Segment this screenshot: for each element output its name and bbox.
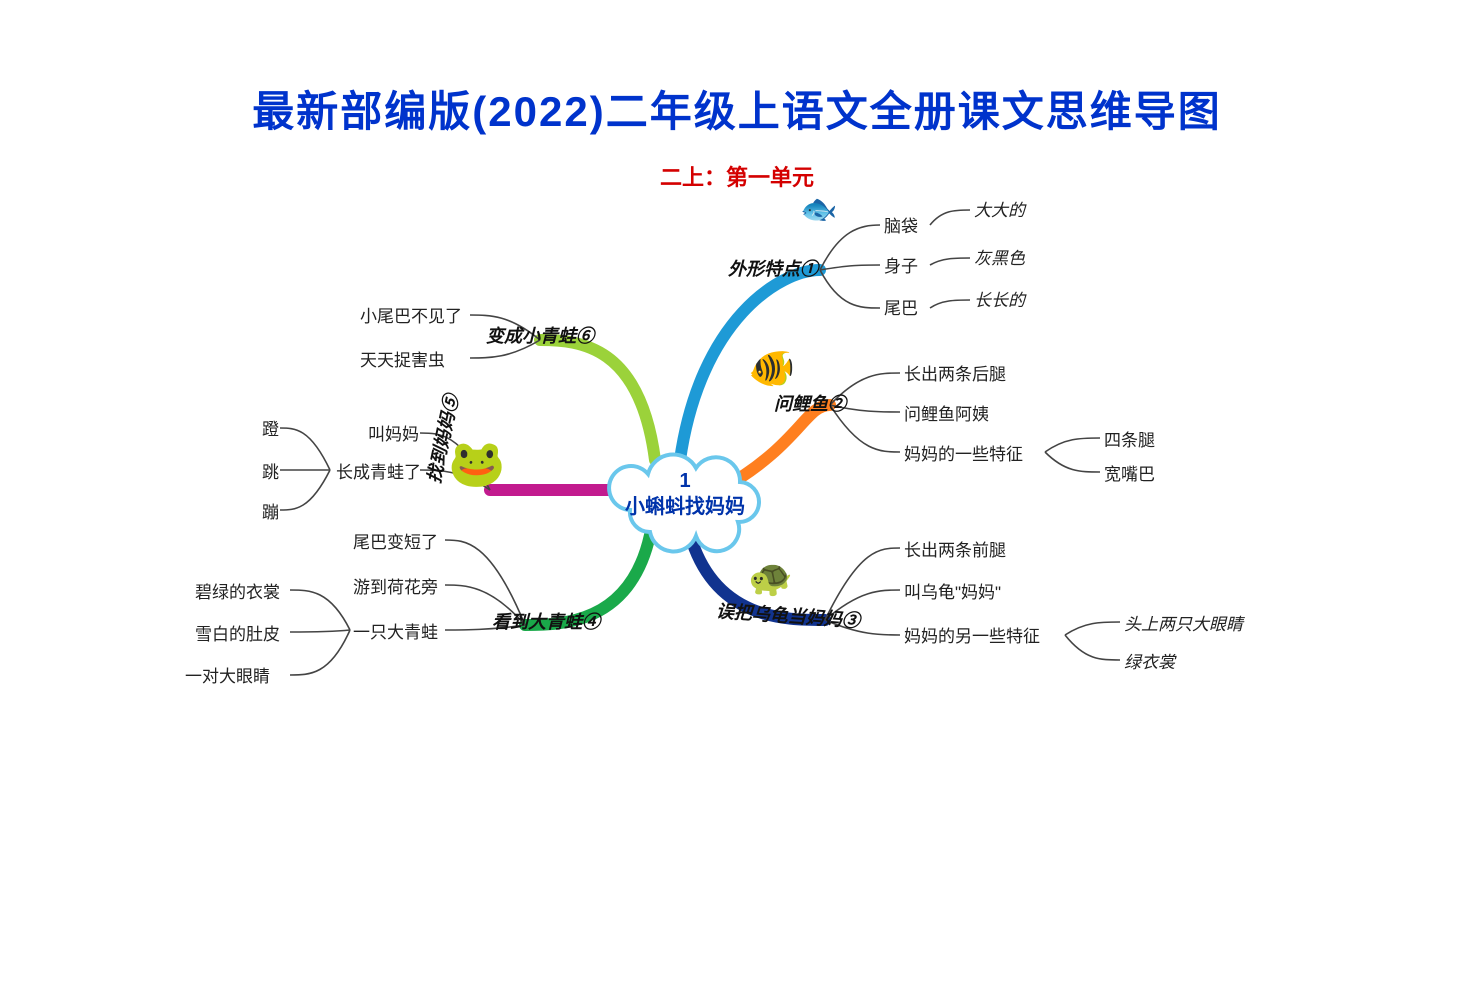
leaf: 头上两只大眼睛 — [1124, 610, 1243, 635]
unit-subtitle: 二上：第一单元 — [0, 160, 1474, 192]
center-text: 小蝌蚪找妈妈 — [625, 496, 745, 518]
leaf: 身子 — [884, 252, 918, 277]
tadpole-icon: 🐟 — [800, 195, 837, 225]
leaf: 脑袋 — [884, 212, 918, 237]
leaf: 妈妈的另一些特征 — [904, 622, 1040, 647]
page-title: 最新部编版(2022)二年级上语文全册课文思维导图 — [0, 78, 1474, 139]
leaf: 长长的 — [974, 286, 1025, 311]
leaf: 长成青蛙了 — [336, 458, 421, 483]
leaf: 雪白的肚皮 — [195, 620, 280, 645]
branch-b6-label: 变成小青蛙⑥ — [486, 322, 594, 348]
leaf: 叫妈妈 — [368, 420, 419, 445]
leaf: 一对大眼睛 — [185, 662, 270, 687]
leaf: 长出两条后腿 — [904, 360, 1006, 385]
leaf: 问鲤鱼阿姨 — [904, 400, 989, 425]
leaf: 绿衣裳 — [1124, 648, 1175, 673]
leaf: 宽嘴巴 — [1104, 460, 1155, 485]
leaf: 长出两条前腿 — [904, 536, 1006, 561]
leaf: 小尾巴不见了 — [360, 302, 462, 327]
leaf: 蹦 — [262, 498, 279, 523]
leaf: 妈妈的一些特征 — [904, 440, 1023, 465]
leaf: 四条腿 — [1104, 426, 1155, 451]
leaf: 碧绿的衣裳 — [195, 578, 280, 603]
center-node: 1 小蝌蚪找妈妈 — [600, 440, 770, 560]
leaf: 天天捉害虫 — [360, 346, 445, 371]
leaf: 灰黑色 — [974, 244, 1025, 269]
branch-b2-label: 问鲤鱼② — [774, 390, 846, 416]
center-num: 1 — [679, 470, 690, 492]
leaf: 一只大青蛙 — [353, 618, 438, 643]
leaf: 叫乌龟"妈妈" — [904, 578, 1001, 603]
center-label: 1 小蝌蚪找妈妈 — [600, 468, 770, 520]
branch-b1-label: 外形特点① — [728, 255, 818, 281]
fish-icon: 🐠 — [748, 350, 795, 388]
leaf: 蹬 — [262, 415, 279, 440]
leaf: 尾巴变短了 — [353, 528, 438, 553]
leaf: 尾巴 — [884, 294, 918, 319]
leaf: 大大的 — [974, 196, 1025, 221]
leaf: 跳 — [262, 458, 279, 483]
mindmap: 1 小蝌蚪找妈妈 🐟 外形特点① 脑袋 大大的 身子 灰黑色 尾巴 长长的 🐠 … — [160, 190, 1310, 730]
leaf: 游到荷花旁 — [353, 573, 438, 598]
turtle-icon: 🐢 — [748, 560, 793, 596]
frog-icon: 🐸 — [448, 440, 505, 486]
branch-b4-label: 看到大青蛙④ — [492, 608, 600, 634]
